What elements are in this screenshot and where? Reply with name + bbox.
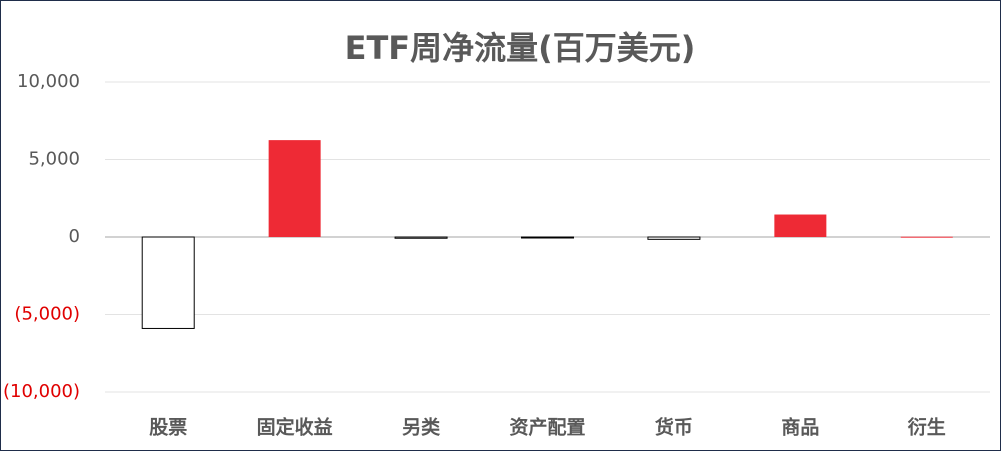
- x-tick-label: 货币: [655, 416, 693, 439]
- y-tick-label: (5,000): [14, 304, 80, 325]
- bar: [774, 214, 827, 237]
- x-tick-label: 衍生: [907, 416, 946, 439]
- y-tick-label: 10,000: [17, 71, 80, 92]
- x-tick-label: 另类: [402, 416, 440, 439]
- bar: [141, 236, 195, 329]
- x-tick-label: 股票: [149, 417, 187, 439]
- bar: [394, 236, 448, 239]
- y-tick-label: (10,000): [3, 381, 80, 402]
- chart-title: ETF周净流量(百万美元): [345, 29, 696, 67]
- y-tick-label: 5,000: [28, 149, 80, 170]
- bar: [900, 236, 953, 238]
- bar: [647, 236, 701, 240]
- x-tick-label: 资产配置: [509, 416, 585, 439]
- x-tick-label: 商品: [781, 416, 819, 439]
- bar: [268, 140, 321, 237]
- x-tick-label: 固定收益: [257, 416, 333, 439]
- bar: [521, 236, 574, 239]
- y-tick-label: 0: [69, 226, 80, 247]
